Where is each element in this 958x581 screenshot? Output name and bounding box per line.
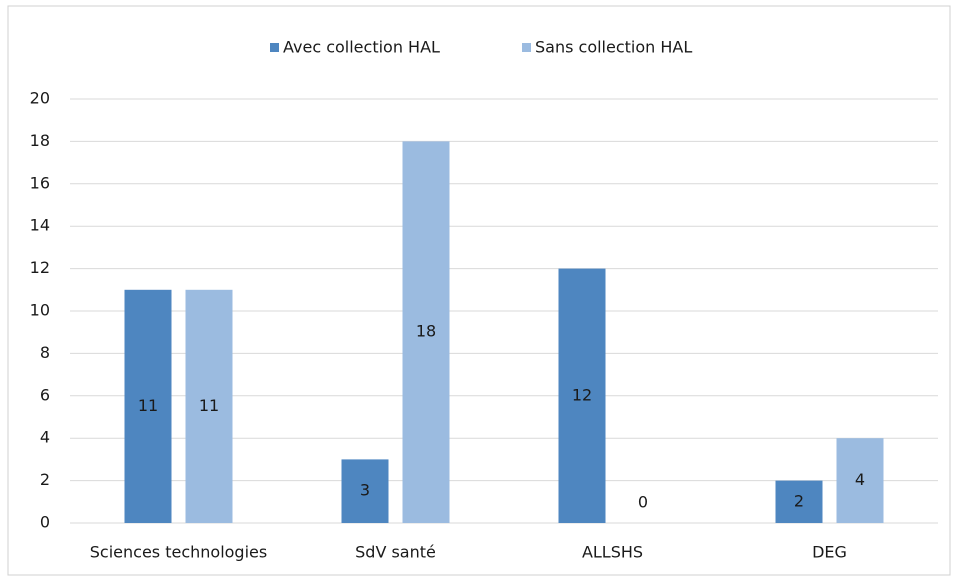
x-tick-label: ALLSHS xyxy=(582,543,643,562)
bar xyxy=(402,141,450,523)
data-label: 3 xyxy=(360,481,370,500)
bar xyxy=(341,459,389,523)
data-label: 0 xyxy=(638,493,648,512)
legend-swatch xyxy=(522,43,531,52)
y-tick-label: 0 xyxy=(40,513,50,532)
y-tick-label: 10 xyxy=(30,301,50,320)
data-label: 4 xyxy=(855,470,865,489)
bar xyxy=(558,268,606,523)
data-label: 11 xyxy=(138,396,158,415)
y-tick-label: 12 xyxy=(30,258,50,277)
y-tick-label: 8 xyxy=(40,343,50,362)
data-label: 11 xyxy=(199,396,219,415)
bar xyxy=(185,289,233,523)
bar xyxy=(124,289,172,523)
y-tick-label: 20 xyxy=(30,89,50,108)
y-tick-label: 6 xyxy=(40,385,50,404)
y-tick-label: 4 xyxy=(40,428,50,447)
x-tick-label: SdV santé xyxy=(355,543,436,562)
data-label: 12 xyxy=(572,385,592,404)
data-label: 2 xyxy=(794,491,804,510)
legend-swatch xyxy=(270,43,279,52)
x-tick-label: Sciences technologies xyxy=(90,543,267,562)
bar xyxy=(836,438,884,523)
y-tick-label: 18 xyxy=(30,131,50,150)
y-tick-label: 14 xyxy=(30,216,50,235)
legend-label: Avec collection HAL xyxy=(283,38,440,57)
legend-label: Sans collection HAL xyxy=(535,38,692,57)
y-tick-label: 2 xyxy=(40,470,50,489)
data-label: 18 xyxy=(416,322,436,341)
x-tick-label: DEG xyxy=(812,543,847,562)
y-tick-label: 16 xyxy=(30,173,50,192)
bar xyxy=(775,480,823,523)
